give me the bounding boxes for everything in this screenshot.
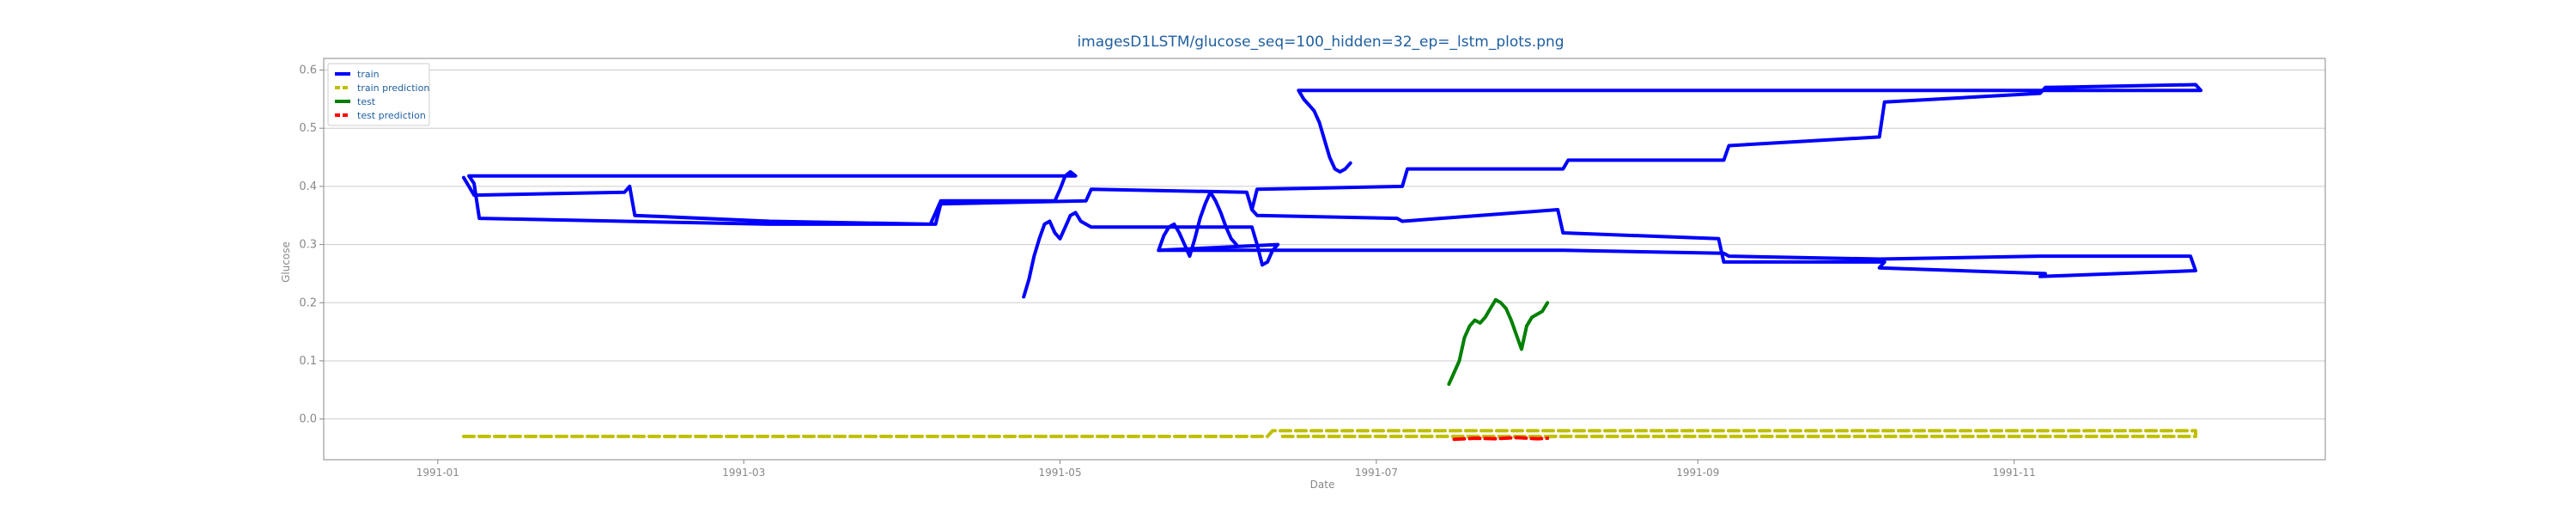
y-tick-label: 0.2 [299, 296, 317, 309]
x-axis-label: Date [1310, 479, 1335, 491]
legend-entry-label: test prediction [357, 110, 426, 121]
x-tick-label: 1991-07 [1355, 467, 1398, 479]
x-tick-label: 1991-01 [416, 467, 459, 479]
y-ticks: 0.0 0.1 0.2 0.3 0.4 0.5 0.6 [299, 64, 324, 426]
chart-title: imagesD1LSTM/glucose_seq=100_hidden=32_e… [1077, 34, 1564, 51]
x-ticks: 1991-01 1991-03 1991-05 1991-07 1991-09 1991-… [416, 460, 2036, 479]
grid-lines [324, 70, 2325, 420]
series-line-test [1447, 297, 1550, 386]
y-tick-label: 0.5 [299, 122, 317, 135]
legend-entry-label: test [357, 96, 376, 107]
x-tick-label: 1991-11 [1993, 467, 2036, 479]
y-tick-label: 0.4 [299, 180, 317, 193]
x-tick-label: 1991-09 [1676, 467, 1719, 479]
x-tick-label: 1991-03 [722, 467, 765, 479]
legend-entry-label: train [357, 69, 380, 80]
legend: train train prediction test test prediction [327, 63, 430, 126]
y-tick-label: 0.3 [299, 239, 317, 252]
plot-frame [323, 58, 2326, 461]
x-tick-label: 1991-05 [1038, 467, 1081, 479]
series-line-test-prediction [1452, 436, 1550, 442]
y-tick-label: 0.6 [299, 64, 317, 77]
legend-box [327, 63, 430, 126]
legend-entry-label: train prediction [357, 82, 429, 94]
series-line-train [1022, 190, 1280, 299]
y-tick-label: 0.1 [299, 355, 317, 368]
series-layer [462, 82, 2203, 442]
series-line-train [1157, 208, 2197, 278]
series-line-train-prediction [462, 429, 2197, 438]
y-tick-label: 0.0 [299, 413, 317, 426]
y-axis-label: Glucose [280, 241, 292, 283]
series-line-train [462, 82, 2203, 226]
